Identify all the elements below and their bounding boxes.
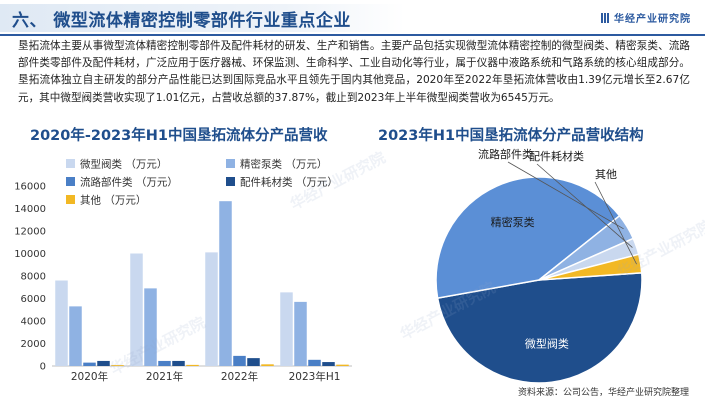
legend-label: 精密泵类 （万元）: [240, 158, 327, 171]
pie-slice: [436, 272, 643, 383]
bar: [205, 252, 218, 366]
bar: [294, 301, 307, 366]
bar: [69, 306, 82, 366]
legend-swatch: [66, 159, 75, 168]
bar: [97, 360, 110, 366]
legend-swatch: [226, 159, 235, 168]
y-tick-label: 14000: [14, 204, 46, 215]
bar: [336, 364, 349, 366]
y-tick-label: 6000: [21, 294, 46, 305]
pie-label: 流路部件类: [478, 148, 533, 161]
bar: [280, 292, 293, 366]
y-tick-label: 10000: [14, 249, 46, 260]
legend-label: 配件耗材类 （万元）: [240, 176, 338, 189]
title-background: [0, 4, 405, 32]
page-header: 六、 微型流体精密控制零部件行业重点企业 华经产业研究院: [0, 0, 705, 36]
legend-swatch: [66, 195, 75, 204]
y-tick-label: 0: [40, 362, 46, 373]
leader-line: [536, 163, 633, 248]
bar: [247, 358, 260, 366]
brand-name: 华经产业研究院: [614, 14, 691, 25]
pie-chart-title: 2023年H1中国垦拓流体分产品营收结构: [378, 128, 644, 144]
leader-line: [594, 181, 637, 265]
pie-label: 其他: [595, 168, 617, 181]
bar: [322, 362, 335, 366]
x-tick-label: 2021年: [146, 370, 183, 383]
pie-label: 配件耗材类: [529, 149, 584, 163]
brand-logo: 华经产业研究院: [601, 10, 691, 25]
pie-label: 精密泵类: [491, 215, 535, 229]
bar: [261, 364, 274, 366]
legend-label: 流路部件类 （万元）: [80, 176, 178, 189]
legend-label: 微型阀类 （万元）: [80, 158, 167, 171]
header-divider: [0, 34, 705, 36]
page-title: 六、 微型流体精密控制零部件行业重点企业: [12, 11, 351, 31]
brand-icon: [601, 13, 609, 23]
source-note: 资料来源：公司公告，华经产业研究院整理: [517, 388, 689, 398]
y-tick-label: 2000: [21, 339, 46, 350]
x-tick-label: 2020年: [71, 370, 108, 383]
bar: [233, 355, 246, 366]
intro-paragraph: 垦拓流体主要从事微型流体精密控制零部件及配件耗材的研发、生产和销售。主要产品包括…: [18, 40, 690, 104]
y-tick-label: 16000: [14, 182, 46, 193]
bar: [144, 288, 157, 366]
pie-slice: [538, 253, 643, 281]
y-tick-label: 4000: [21, 317, 46, 328]
bar: [83, 362, 96, 366]
bar: [55, 280, 68, 366]
bar: [172, 360, 185, 366]
y-tick-label: 12000: [14, 227, 46, 238]
bar: [219, 201, 232, 366]
bar: [130, 253, 143, 366]
legend-label: 其他 （万元）: [80, 194, 146, 207]
bar: [186, 364, 199, 366]
x-tick-label: 2022年: [221, 370, 258, 383]
pie-label: 微型阀类: [525, 336, 569, 350]
bar-chart-title: 2020年-2023年H1中国垦拓流体分产品营收: [30, 128, 328, 144]
bar: [308, 359, 321, 366]
pie-slice: [435, 176, 621, 299]
bar: [111, 365, 124, 366]
bar: [158, 360, 171, 366]
bar-chart: 微型阀类 （万元） 精密泵类 （万元） 流路部件类 （万元） 配件耗材类 （万元） 其他…: [14, 158, 352, 383]
legend-swatch: [226, 177, 235, 186]
leader-line: [507, 161, 624, 230]
legend-swatch: [66, 177, 75, 186]
x-tick-label: 2023年H1: [289, 370, 341, 383]
y-tick-label: 8000: [21, 272, 46, 283]
